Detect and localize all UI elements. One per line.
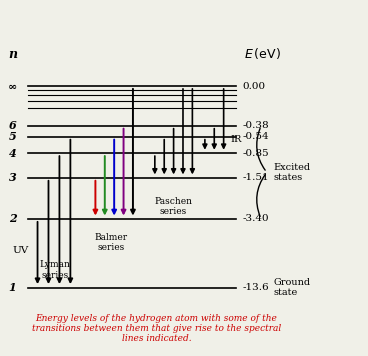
Text: -0.38: -0.38 [243, 121, 269, 130]
Text: -1.51: -1.51 [243, 173, 269, 182]
Text: 0.00: 0.00 [243, 82, 266, 90]
Text: Balmer
series: Balmer series [95, 233, 128, 252]
Text: Energy levels of the hydrogen atom with some of the
transitions between them tha: Energy levels of the hydrogen atom with … [32, 314, 281, 344]
Text: Lyman
series: Lyman series [39, 260, 70, 279]
Text: -0.85: -0.85 [243, 149, 269, 158]
Text: n: n [8, 48, 17, 61]
Text: -0.54: -0.54 [243, 132, 269, 141]
Text: ∞: ∞ [8, 80, 17, 91]
Text: -13.6: -13.6 [243, 283, 269, 292]
Text: Ground
state: Ground state [274, 278, 311, 297]
Text: 3: 3 [8, 172, 17, 183]
Text: Excited
states: Excited states [274, 163, 311, 182]
Text: $E\,(\mathrm{eV})$: $E\,(\mathrm{eV})$ [244, 46, 281, 61]
Text: 4: 4 [8, 148, 17, 159]
Text: 6: 6 [8, 120, 17, 131]
Text: Paschen
series: Paschen series [155, 197, 192, 216]
Text: 1: 1 [8, 282, 17, 293]
Text: UV: UV [12, 246, 28, 255]
Text: 2: 2 [8, 214, 17, 225]
Text: IR: IR [230, 135, 242, 144]
Text: 5: 5 [8, 131, 17, 142]
Text: -3.40: -3.40 [243, 215, 269, 224]
